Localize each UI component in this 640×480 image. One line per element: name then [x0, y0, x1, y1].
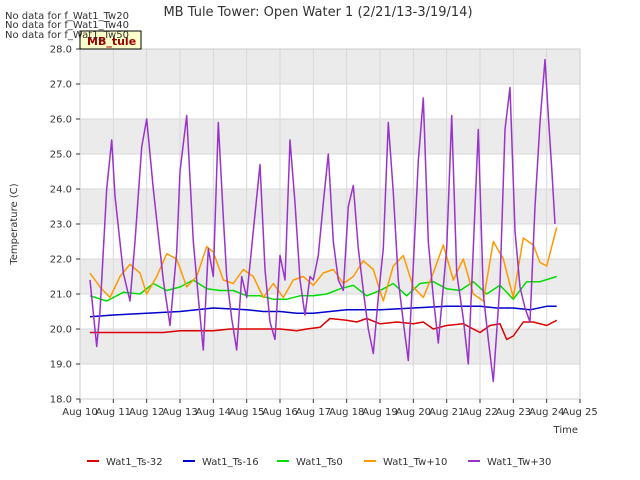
- legend-label: Wat1_Ts-32: [106, 457, 163, 468]
- y-tick-label: 27.0: [50, 80, 72, 91]
- x-tick-label: Aug 18: [329, 407, 364, 418]
- series-line-wat1-ts-16: [89, 305, 557, 318]
- plot-gridlines: [79, 48, 581, 400]
- x-tick-label: Aug 17: [296, 407, 331, 418]
- x-tick-label: Aug 19: [362, 407, 397, 418]
- series-line-wat1-tw-10: [89, 227, 558, 302]
- y-tick-label: 19.0: [50, 360, 72, 371]
- badge-label: MB_tule: [87, 35, 136, 48]
- nodata-note: No data for f_Wat1_Tw50: [5, 30, 129, 41]
- plot-band: [80, 119, 580, 154]
- x-tick-label: Aug 11: [96, 407, 131, 418]
- x-tick-label: Aug 14: [196, 407, 231, 418]
- x-tick-label: Aug 13: [162, 407, 197, 418]
- x-tick-label: Aug 22: [462, 407, 497, 418]
- chart-title: MB Tule Tower: Open Water 1 (2/21/13-3/1…: [163, 5, 472, 20]
- x-tick-label: Aug 12: [129, 407, 164, 418]
- x-tick-label: Aug 24: [529, 407, 564, 418]
- x-axis-label: Time: [553, 425, 578, 436]
- y-tick-label: 20.0: [50, 325, 72, 336]
- data-series: [89, 58, 558, 383]
- y-tick-label: 25.0: [50, 150, 72, 161]
- y-axis-label: Temperature (C): [9, 183, 20, 265]
- y-tick-label: 23.0: [50, 220, 72, 231]
- x-tick-label: Aug 20: [396, 407, 431, 418]
- plot-band: [80, 49, 580, 84]
- legend-label: Wat1_Tw+10: [383, 457, 447, 468]
- x-tick-label: Aug 23: [496, 407, 531, 418]
- x-tick-label: Aug 16: [262, 407, 297, 418]
- legend-label: Wat1_Ts0: [296, 457, 343, 468]
- y-tick-label: 26.0: [50, 115, 72, 126]
- x-tick-label: Aug 15: [229, 407, 264, 418]
- mb-tule-badge: MB_tule: [79, 30, 142, 50]
- series-line-wat1-ts0: [89, 275, 557, 302]
- series-line-wat1-tw-30: [89, 58, 556, 383]
- chart-legend: Wat1_Ts-32 Wat1_Ts-16 Wat1_Ts0 Wat1_Tw+10 Wa…: [87, 457, 551, 468]
- nodata-note: No data for f_Wat1_Tw20: [5, 11, 129, 22]
- x-tick-label: Aug 21: [429, 407, 464, 418]
- y-tick-label: 24.0: [50, 185, 72, 196]
- nodata-note: No data for f_Wat1_Tw40: [5, 20, 129, 31]
- x-tick-label: Aug 25: [562, 407, 597, 418]
- legend-label: Wat1_Ts-16: [202, 457, 259, 468]
- x-tick-label: Aug 10: [62, 407, 97, 418]
- series-line-wat1-ts-32: [90, 317, 558, 341]
- y-tick-label: 21.0: [50, 290, 72, 301]
- plot-bands: [80, 49, 580, 364]
- y-tick-labels: 18.0 19.0 20.0 21.0 22.0 23.0 24.0 25.0 26.0 27.0…: [50, 45, 80, 406]
- y-tick-label: 22.0: [50, 255, 72, 266]
- y-tick-label: 18.0: [50, 395, 72, 406]
- legend-label: Wat1_Tw+30: [487, 457, 551, 468]
- y-tick-label: 28.0: [50, 45, 72, 56]
